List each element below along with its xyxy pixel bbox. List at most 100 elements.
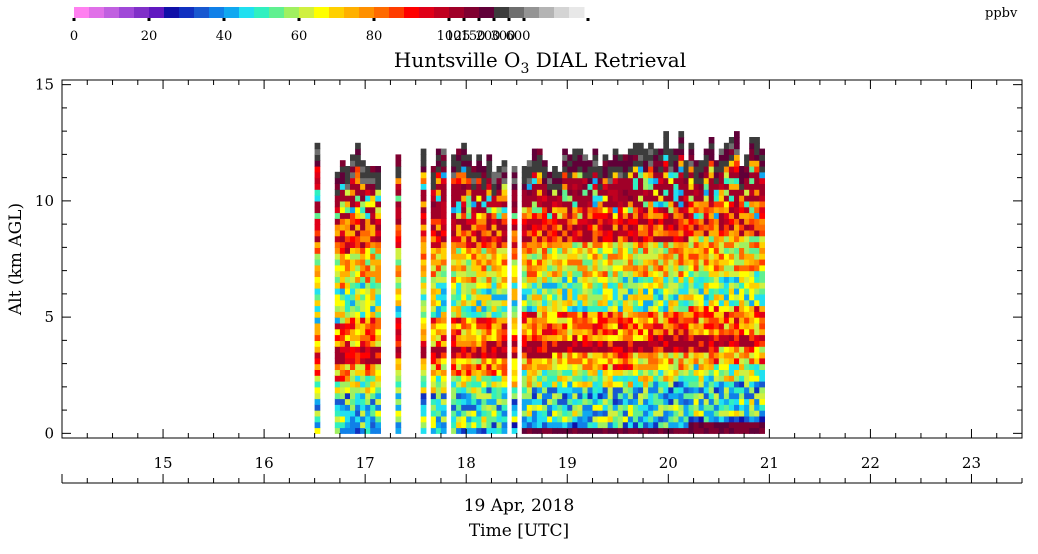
heatmap-cell — [542, 206, 548, 214]
heatmap-cell — [456, 206, 462, 214]
heatmap-cell — [688, 282, 695, 289]
heatmap-cell — [375, 340, 381, 347]
heatmap-cell — [350, 276, 356, 283]
heatmap-cell — [754, 183, 760, 190]
heatmap-cell — [420, 253, 427, 260]
heatmap-cell — [339, 166, 346, 173]
heatmap-cell — [552, 282, 558, 289]
heatmap-cell — [481, 183, 488, 190]
heatmap-cell — [643, 171, 649, 179]
heatmap-cell — [668, 404, 674, 411]
heatmap-cell — [759, 415, 765, 423]
heatmap-cell — [643, 317, 649, 324]
heatmap-cell — [602, 299, 609, 307]
heatmap-cell — [552, 305, 558, 312]
heatmap-cell — [456, 148, 462, 155]
heatmap-cell — [542, 282, 548, 289]
heatmap-cell — [360, 340, 366, 347]
heatmap-cell — [461, 369, 467, 376]
heatmap-cell — [678, 270, 685, 277]
heatmap-cell — [375, 282, 381, 289]
heatmap-cell — [602, 276, 609, 283]
heatmap-cell — [496, 224, 503, 231]
heatmap-cell — [355, 154, 361, 161]
heatmap-cell — [557, 346, 563, 353]
heatmap-cell — [648, 171, 654, 179]
heatmap-cell — [476, 346, 482, 353]
heatmap-cell — [435, 421, 442, 429]
heatmap-cell — [744, 322, 750, 330]
heatmap-cell — [521, 189, 528, 196]
heatmap-cell — [536, 305, 543, 312]
heatmap-cell — [461, 235, 467, 243]
heatmap-cell — [622, 183, 629, 190]
heatmap-cell — [572, 253, 578, 260]
heatmap-cell — [360, 328, 366, 336]
heatmap-cell — [481, 264, 488, 272]
heatmap-cell — [683, 398, 690, 405]
heatmap-cell — [658, 241, 664, 248]
heatmap-cell — [749, 259, 755, 266]
heatmap-cell — [744, 264, 750, 272]
heatmap-cell — [648, 224, 654, 231]
heatmap-cell — [375, 357, 381, 365]
heatmap-cell — [683, 317, 690, 324]
heatmap-cell — [582, 259, 589, 266]
colorbar-swatch — [509, 7, 525, 18]
heatmap-cell — [430, 346, 437, 353]
heatmap-cell — [339, 346, 346, 353]
heatmap-cell — [703, 212, 710, 219]
heatmap-cell — [668, 421, 674, 429]
heatmap-cell — [536, 276, 543, 283]
heatmap-cell — [663, 305, 669, 312]
heatmap-cell — [496, 241, 503, 248]
heatmap-cell — [597, 183, 604, 190]
heatmap-cell — [673, 189, 680, 196]
heatmap-cell — [476, 410, 482, 417]
heatmap-cell — [728, 334, 735, 341]
heatmap-cell — [440, 224, 447, 231]
heatmap-cell — [673, 253, 680, 260]
heatmap-cell — [597, 293, 604, 301]
heatmap-cell — [617, 293, 624, 301]
heatmap-cell — [582, 415, 589, 423]
heatmap-cell — [577, 305, 584, 312]
heatmap-cell — [749, 224, 755, 231]
heatmap-cell — [501, 299, 508, 307]
heatmap-cell — [592, 241, 599, 248]
heatmap-cell — [481, 311, 488, 318]
heatmap-cell — [673, 369, 680, 376]
heatmap-cell — [673, 276, 680, 283]
heatmap-cell — [622, 200, 629, 208]
heatmap-cell — [718, 224, 725, 231]
heatmap-cell — [617, 305, 624, 312]
heatmap-cell — [648, 212, 654, 219]
heatmap-cell — [663, 137, 669, 144]
heatmap-cell — [395, 183, 402, 190]
heatmap-cell — [451, 235, 457, 243]
heatmap-cell — [572, 264, 578, 272]
heatmap-cell — [708, 154, 715, 161]
heatmap-cell — [723, 154, 730, 161]
heatmap-cell — [375, 352, 381, 359]
heatmap-cell — [754, 386, 760, 394]
heatmap-cell — [491, 357, 498, 365]
heatmap-cell — [607, 352, 614, 359]
heatmap-cell — [466, 241, 472, 248]
heatmap-cell — [592, 317, 599, 324]
heatmap-cell — [496, 328, 503, 336]
heatmap-cell — [759, 177, 765, 184]
heatmap-cell — [501, 200, 508, 208]
heatmap-cell — [739, 206, 745, 214]
heatmap-cell — [582, 235, 589, 243]
heatmap-cell — [496, 415, 503, 423]
heatmap-cell — [597, 381, 604, 388]
heatmap-cell — [653, 328, 659, 336]
heatmap-cell — [723, 276, 730, 283]
heatmap-cell — [703, 200, 710, 208]
heatmap-cell — [678, 299, 685, 307]
heatmap-cell — [678, 322, 685, 330]
heatmap-cell — [557, 200, 563, 208]
heatmap-cell — [466, 259, 472, 266]
heatmap-cell — [526, 282, 533, 289]
